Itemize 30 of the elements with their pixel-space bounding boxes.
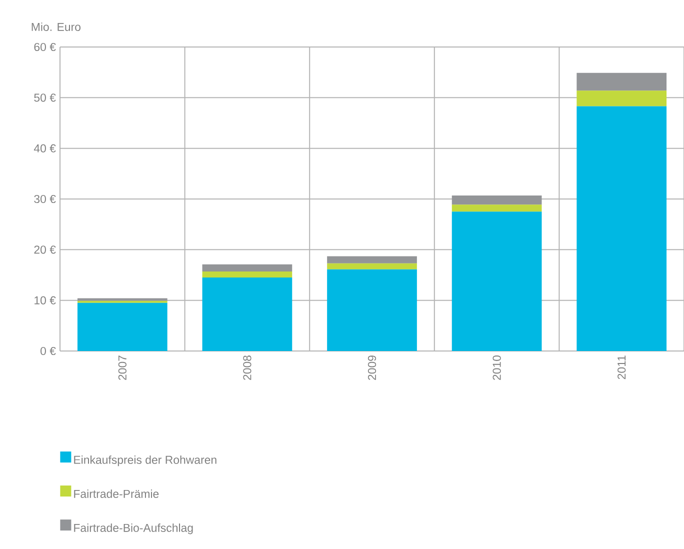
y-tick-label: 40 € (34, 144, 56, 152)
x-tick-label: 2008 (243, 356, 252, 380)
bar (202, 271, 292, 278)
bar (327, 269, 417, 351)
bar (452, 195, 542, 205)
legend-label: Fairtrade-Bio-Aufschlag (74, 524, 193, 534)
bar (576, 72, 667, 91)
bar (452, 204, 542, 212)
y-tick-label: 20 € (34, 246, 56, 254)
bar (576, 90, 667, 106)
legend-label: Fairtrade-Prämie (74, 490, 159, 498)
bar (327, 263, 417, 270)
bar (576, 106, 667, 351)
x-tick-label: 2007 (118, 356, 126, 380)
y-tick-label: 50 € (34, 94, 56, 102)
x-tick-label: 2010 (492, 355, 501, 380)
bar (202, 264, 292, 272)
y-tick-label: 60 € (34, 42, 56, 52)
bar (202, 278, 292, 351)
y-tick-label: 0 € (40, 346, 56, 356)
bar (77, 302, 168, 351)
x-tick-label: 2009 (368, 356, 376, 380)
y-tick-label: 10 € (34, 296, 56, 304)
bar (77, 298, 168, 301)
bar (327, 256, 417, 264)
y-tick-label: 30 € (34, 194, 56, 204)
x-tick-label: 2011 (618, 356, 626, 380)
bar (452, 212, 542, 351)
y-axis-title: Mio. Euro (32, 22, 80, 31)
legend-label: Einkaufspreis der Rohwaren (74, 456, 216, 466)
